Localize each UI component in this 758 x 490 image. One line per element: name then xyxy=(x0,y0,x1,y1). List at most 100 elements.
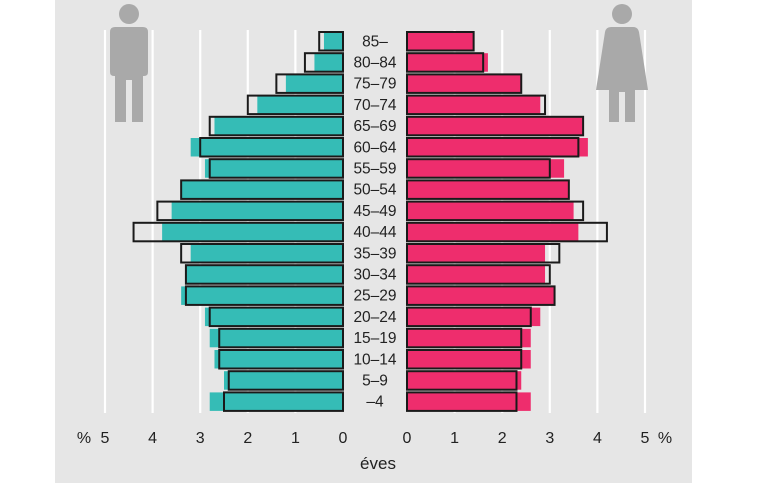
tick-female-4: 4 xyxy=(593,430,602,447)
tick-male-3: 3 xyxy=(196,430,205,447)
bar-male-filled-5-9 xyxy=(224,371,343,390)
age-label-15-19: 15–19 xyxy=(353,330,396,347)
bar-male-outline-80-84 xyxy=(303,52,345,73)
age-label-75-79: 75–79 xyxy=(353,76,396,93)
age-label-25-29: 25–29 xyxy=(353,288,396,305)
bar-female-filled-45-49 xyxy=(407,201,574,221)
bar-male-filled-4 xyxy=(209,392,343,411)
bar-female-filled-60-64 xyxy=(407,138,588,157)
bar-female-filled-15-19 xyxy=(407,328,531,348)
bar-female-outline-50-54 xyxy=(406,179,570,200)
female-figure-icon xyxy=(596,4,648,122)
bar-male-outline-65-69 xyxy=(208,115,344,137)
bar-female-filled-5-9 xyxy=(407,371,522,390)
tick-male-4: 4 xyxy=(148,430,157,447)
bar-female-outline-10-14 xyxy=(406,349,523,370)
tick-female-0: 0 xyxy=(403,430,412,447)
bar-male-outline-60-64 xyxy=(199,137,344,158)
bar-male-outline-85 xyxy=(318,31,345,52)
bar-male-filled-55-59 xyxy=(204,159,343,178)
age-label-20-24: 20–24 xyxy=(353,309,396,326)
unit-label-right: % xyxy=(658,430,672,447)
tick-male-1: 1 xyxy=(291,430,300,447)
bar-male-outline-75-79 xyxy=(275,73,344,94)
bar-male-filled-60-64 xyxy=(190,138,343,157)
bar-male-outline-30-34 xyxy=(184,264,344,285)
bar-female-outline-5-9 xyxy=(406,370,518,391)
bar-male-outline-50-54 xyxy=(180,179,344,200)
age-label-80-84: 80–84 xyxy=(353,54,396,71)
tick-female-3: 3 xyxy=(545,430,554,447)
bar-female-filled-40-44 xyxy=(407,222,579,242)
bar-male-outline-15-19 xyxy=(218,327,345,349)
bar-female-outline-45-49 xyxy=(406,200,585,222)
bar-female-filled-85 xyxy=(407,32,474,51)
bar-male-filled-70-74 xyxy=(257,95,343,115)
bar-male-filled-40-44 xyxy=(162,222,343,242)
bar-male-outline-35-39 xyxy=(180,243,344,264)
bar-male-filled-15-19 xyxy=(209,328,343,348)
bar-female-outline-15-19 xyxy=(406,327,523,349)
bar-male-filled-10-14 xyxy=(214,350,343,369)
bar-male-outline-4 xyxy=(223,391,344,412)
age-label-60-64: 60–64 xyxy=(353,139,396,156)
bar-female-filled-20-24 xyxy=(407,307,541,327)
bar-male-outline-20-24 xyxy=(208,306,344,328)
bar-female-outline-35-39 xyxy=(406,243,561,264)
bar-female-filled-75-79 xyxy=(407,74,522,93)
bar-female-filled-70-74 xyxy=(407,95,541,115)
male-figure-icon xyxy=(110,4,148,122)
bar-female-outline-60-64 xyxy=(406,137,580,158)
age-label-40-44: 40–44 xyxy=(353,224,396,241)
age-label-10-14: 10–14 xyxy=(353,351,396,368)
bar-female-outline-25-29 xyxy=(406,285,556,306)
bar-female-filled-10-14 xyxy=(407,350,531,369)
age-label-5-9: 5–9 xyxy=(362,372,388,389)
unit-label-left: % xyxy=(77,430,91,447)
tick-male-5: 5 xyxy=(101,430,110,447)
age-label-35-39: 35–39 xyxy=(353,245,396,262)
age-label-45-49: 45–49 xyxy=(353,203,396,220)
bar-male-outline-45-49 xyxy=(156,200,344,222)
bar-female-outline-30-34 xyxy=(406,264,551,285)
tick-male-2: 2 xyxy=(243,430,252,447)
bar-male-outline-25-29 xyxy=(184,285,344,306)
bar-male-outline-70-74 xyxy=(246,94,344,116)
age-label-65-69: 65–69 xyxy=(353,118,396,135)
age-label-30-34: 30–34 xyxy=(353,266,396,283)
tick-male-0: 0 xyxy=(339,430,348,447)
x-axis-label: éves xyxy=(360,454,396,473)
bar-male-filled-50-54 xyxy=(181,180,343,199)
tick-female-2: 2 xyxy=(498,430,507,447)
bar-female-outline-4 xyxy=(406,391,518,412)
age-label-70-74: 70–74 xyxy=(353,97,396,114)
bar-female-outline-75-79 xyxy=(406,73,523,94)
bar-male-filled-25-29 xyxy=(181,286,343,305)
age-label-50-54: 50–54 xyxy=(353,182,396,199)
bar-female-filled-25-29 xyxy=(407,286,555,305)
bar-female-outline-55-59 xyxy=(406,158,551,179)
age-label-4: –4 xyxy=(366,394,384,411)
bar-male-outline-55-59 xyxy=(208,158,344,179)
bar-female-outline-85 xyxy=(406,31,475,52)
bar-male-filled-45-49 xyxy=(171,201,343,221)
bar-male-filled-65-69 xyxy=(214,116,343,136)
age-label-55-59: 55–59 xyxy=(353,160,396,177)
bar-male-filled-30-34 xyxy=(185,265,343,284)
bar-male-filled-80-84 xyxy=(314,53,343,72)
tick-female-5: 5 xyxy=(641,430,650,447)
bar-female-outline-65-69 xyxy=(406,115,585,137)
bar-female-outline-40-44 xyxy=(406,221,608,243)
tick-female-1: 1 xyxy=(450,430,459,447)
bar-male-filled-20-24 xyxy=(204,307,343,327)
bar-female-outline-70-74 xyxy=(406,94,547,116)
bar-female-filled-80-84 xyxy=(407,53,488,72)
bar-female-filled-55-59 xyxy=(407,159,565,178)
bar-female-filled-35-39 xyxy=(407,244,546,263)
bar-female-filled-4 xyxy=(407,392,531,411)
bar-male-filled-35-39 xyxy=(190,244,343,263)
bar-female-filled-50-54 xyxy=(407,180,569,199)
bar-female-outline-80-84 xyxy=(406,52,485,73)
